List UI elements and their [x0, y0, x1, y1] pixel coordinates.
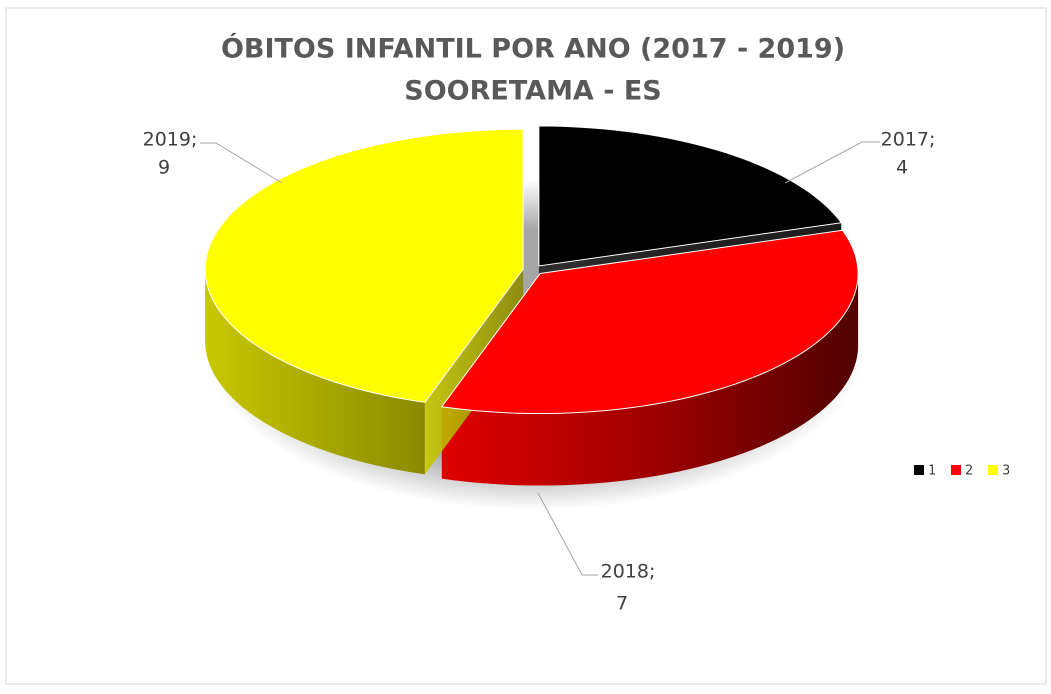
legend-label: 1 — [928, 464, 936, 479]
slice-side — [205, 269, 425, 475]
leader-line — [784, 141, 880, 184]
chart-title: ÓBITOS INFANTIL POR ANO (2017 - 2019) — [221, 33, 845, 65]
slice — [204, 128, 524, 403]
legend-swatch — [988, 465, 998, 475]
data-label-category: 2018; — [601, 561, 656, 583]
legend-label: 2 — [965, 464, 973, 479]
data-label-category: 2019; — [143, 129, 198, 151]
chart-subtitle: SOORETAMA - ES — [404, 76, 661, 107]
leader-line — [200, 142, 283, 184]
legend-swatch — [914, 465, 924, 475]
legend-swatch — [951, 465, 961, 475]
data-label: 9 — [158, 157, 170, 179]
slice — [538, 125, 843, 267]
data-label-category: 2017; — [881, 129, 936, 151]
slice-side — [441, 273, 859, 486]
slice — [440, 229, 859, 415]
leader-line — [537, 492, 598, 576]
data-label: 4 — [896, 157, 908, 179]
legend-label: 3 — [1002, 464, 1010, 479]
data-label: 7 — [616, 593, 628, 615]
